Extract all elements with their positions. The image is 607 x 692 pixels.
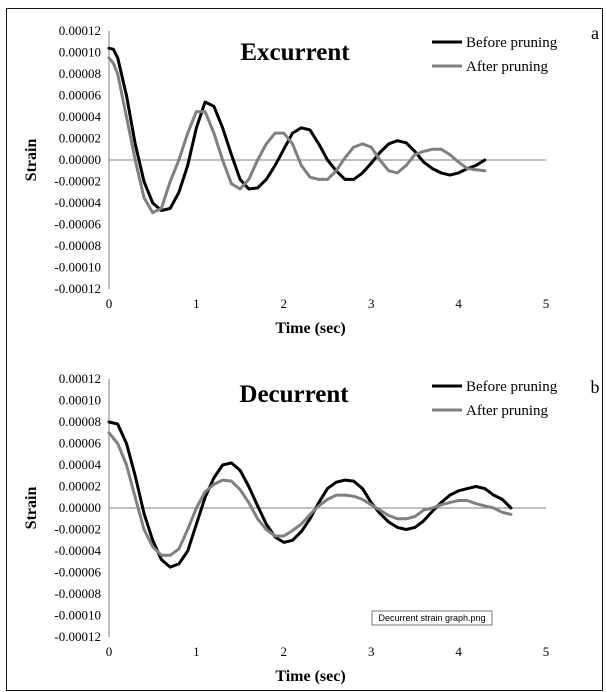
panel-b-y-tick-label: 0.00010 bbox=[59, 393, 101, 408]
panel-b-series-line-before bbox=[107, 420, 513, 569]
panel-a-y-tick-label: -0.00012 bbox=[54, 281, 101, 296]
panel-b-x-axis-title: Time (sec) bbox=[275, 668, 345, 685]
panel-a-legend-label: Before pruning bbox=[466, 35, 558, 51]
panel-b-x-tick-label: 0 bbox=[106, 644, 113, 659]
panel-a-x-tick-label: 1 bbox=[193, 296, 200, 311]
panel-a-x-tick-label: 5 bbox=[543, 296, 550, 311]
panel-b-y-tick-label: 0.00002 bbox=[59, 479, 101, 494]
panel-a-panel-label: a bbox=[591, 23, 599, 43]
panel-b-series-line-after bbox=[107, 431, 513, 557]
panel-b-x-tick-label: 4 bbox=[455, 644, 462, 659]
panel-a-y-axis-title: Strain bbox=[23, 139, 40, 182]
panel-b-x-tick-label: 3 bbox=[368, 644, 375, 659]
panel-a-y-tick-label: 0.00010 bbox=[59, 45, 101, 60]
panel-b-y-tick-label: 0.00006 bbox=[59, 436, 102, 451]
panel-a-y-tick-label: 0.00004 bbox=[59, 109, 102, 124]
panel-a-x-tick-label: 4 bbox=[455, 296, 462, 311]
panel-b-y-tick-label: -0.00010 bbox=[54, 608, 101, 623]
panel-a-y-tick-label: 0.00000 bbox=[59, 152, 101, 167]
panel-b-y-tick-label: -0.00004 bbox=[54, 543, 101, 558]
panel-a-y-tick-label: -0.00008 bbox=[54, 238, 101, 253]
panel-b-y-tick-label: 0.00004 bbox=[59, 457, 102, 472]
panel-a-y-tick-label: 0.00006 bbox=[59, 88, 102, 103]
panel-a-y-tick-label: -0.00004 bbox=[54, 195, 101, 210]
panel-b-legend-label: After pruning bbox=[466, 403, 549, 419]
panel-b-y-tick-label: -0.00006 bbox=[54, 565, 101, 580]
panel-b-y-tick-label: 0.00008 bbox=[59, 414, 101, 429]
panel-a-y-tick-label: 0.00002 bbox=[59, 131, 101, 146]
panel-b-x-tick-label: 1 bbox=[193, 644, 200, 659]
strain-charts: 0.00012 0.00010 0.00008 0.00006 0.00004 0.000… bbox=[23, 23, 600, 685]
panel-b-annotation-text: Decurrent strain graph.png bbox=[378, 613, 485, 623]
panel-b-y-tick-label: 0.00000 bbox=[59, 500, 101, 515]
figure-frame: 0.00012 0.00010 0.00008 0.00006 0.00004 0.000… bbox=[6, 8, 603, 691]
panel-a-chart-title: Excurrent bbox=[240, 39, 350, 66]
panel-b-y-tick-label: -0.00012 bbox=[54, 629, 101, 644]
panel-b-y-tick-label: 0.00012 bbox=[59, 371, 101, 386]
panel-a-y-tick-label: 0.00012 bbox=[59, 23, 101, 38]
panel-a-legend-label: After pruning bbox=[466, 59, 549, 75]
panel-a-y-tick-label: -0.00002 bbox=[54, 174, 101, 189]
panel-b-panel-label: b bbox=[591, 377, 600, 397]
panel-a-x-tick-label: 2 bbox=[281, 296, 288, 311]
panel-b-y-tick-label: -0.00008 bbox=[54, 586, 101, 601]
panel-a-series-line-before bbox=[107, 46, 487, 212]
panel-b-legend-label: Before pruning bbox=[466, 379, 558, 395]
panel-b-chart-title: Decurrent bbox=[239, 381, 349, 408]
panel-a-y-tick-label: 0.00008 bbox=[59, 66, 101, 81]
panel-b-x-tick-label: 2 bbox=[281, 644, 288, 659]
panel-a-series-line-after bbox=[107, 56, 487, 215]
panel-a-y-tick-label: -0.00010 bbox=[54, 260, 101, 275]
panel-a-x-tick-label: 0 bbox=[106, 296, 113, 311]
panel-b-y-tick-label: -0.00002 bbox=[54, 522, 101, 537]
panel-a-x-tick-label: 3 bbox=[368, 296, 375, 311]
panel-b-annotation-box bbox=[371, 610, 493, 626]
panel-b-x-tick-label: 5 bbox=[543, 644, 550, 659]
panel-a-x-axis-title: Time (sec) bbox=[275, 320, 345, 337]
panel-a-y-tick-label: -0.00006 bbox=[54, 217, 101, 232]
panel-b-y-axis-title: Strain bbox=[23, 487, 40, 530]
